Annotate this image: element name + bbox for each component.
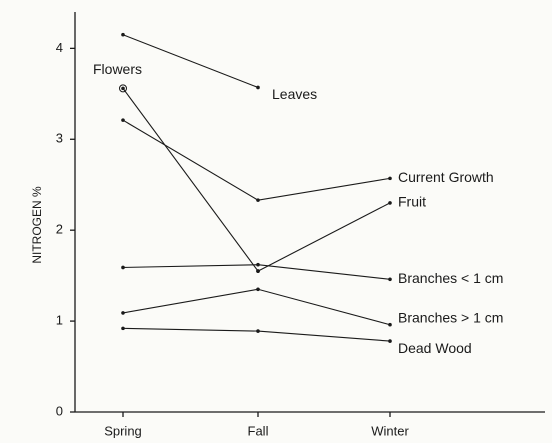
series-line [122,119,391,201]
y-tick-label: 3 [56,131,63,146]
data-point [256,287,260,292]
series-line [122,288,391,326]
data-point [121,86,125,91]
series-line [257,202,391,272]
x-tick-label: Spring [104,423,142,438]
data-point [256,329,260,333]
flower-marker [119,84,127,93]
series-line [122,34,259,88]
y-tick-label: 1 [56,313,63,328]
data-point [256,269,260,273]
data-point [121,311,125,315]
x-tick-label: Winter [371,423,409,438]
series-label: Branches > 1 cm [398,309,503,325]
data-point [388,322,392,327]
y-tick-label: 2 [56,222,63,237]
series-label: Leaves [272,86,317,102]
series-label: Dead Wood [398,340,472,356]
series-label: Branches < 1 cm [398,270,503,286]
data-point [256,262,260,267]
data-point [388,277,392,282]
data-point [121,265,125,270]
data-point [388,176,392,181]
y-tick-label: 0 [56,403,63,418]
data-point [121,326,125,331]
data-point [121,118,125,122]
y-axis-label: NITROGEN % [30,186,44,264]
data-point [256,85,260,90]
series-label: Flowers [93,61,142,77]
x-tick-label: Fall [248,423,269,438]
series-label: Fruit [398,194,426,210]
data-point [256,198,260,202]
data-point [388,339,392,343]
data-point [121,32,125,37]
data-point [388,201,392,205]
y-tick-label: 4 [56,40,63,55]
series-line [122,88,259,272]
series-label: Current Growth [398,169,494,185]
